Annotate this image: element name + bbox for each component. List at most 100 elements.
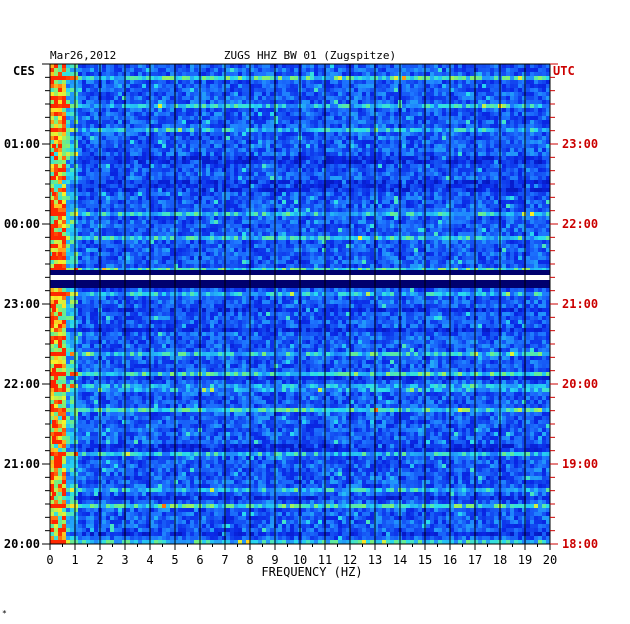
spectrogram-cell [314, 108, 319, 113]
spectrogram-cell [434, 144, 439, 149]
spectrogram-cell [522, 132, 527, 137]
spectrogram-cell [354, 148, 359, 153]
spectrogram-cell [306, 136, 311, 141]
spectrogram-cell [434, 184, 439, 189]
spectrogram-cell [422, 176, 427, 181]
spectrogram-cell [546, 132, 551, 137]
spectrogram-cell [70, 68, 75, 73]
spectrogram-cell [458, 84, 463, 89]
spectrogram-cell [406, 164, 411, 169]
spectrogram-cell [150, 84, 155, 89]
spectrogram-cell [170, 68, 175, 73]
spectrogram-cell [270, 140, 275, 145]
spectrogram-cell [78, 128, 83, 133]
spectrogram-cell [258, 120, 263, 125]
spectrogram-cell [406, 188, 411, 193]
spectrogram-cell [306, 152, 311, 157]
spectrogram-cell [210, 148, 215, 153]
spectrogram-cell [82, 116, 87, 121]
spectrogram-cell [358, 200, 363, 205]
spectrogram-cell [134, 68, 139, 73]
spectrogram-cell [162, 100, 167, 105]
spectrogram-cell [478, 160, 483, 165]
spectrogram-cell [250, 88, 255, 93]
spectrogram-cell [170, 64, 175, 69]
spectrogram-cell [258, 184, 263, 189]
spectrogram-cell [78, 196, 83, 201]
spectrogram-cell [266, 152, 271, 157]
spectrogram-cell [366, 200, 371, 205]
spectrogram-cell [218, 180, 223, 185]
spectrogram-cell [434, 164, 439, 169]
spectrogram-cell [110, 172, 115, 177]
spectrogram-cell [338, 80, 343, 85]
spectrogram-cell [54, 196, 59, 201]
spectrogram-cell [466, 176, 471, 181]
spectrogram-cell [442, 76, 447, 81]
spectrogram-cell [394, 180, 399, 185]
spectrogram-cell [490, 132, 495, 137]
spectrogram-cell [118, 120, 123, 125]
spectrogram-cell [230, 104, 235, 109]
spectrogram-cell [66, 172, 71, 177]
spectrogram-cell [526, 208, 531, 213]
spectrogram-cell [502, 136, 507, 141]
spectrogram-cell [438, 208, 443, 213]
spectrogram-cell [354, 112, 359, 117]
spectrogram-cell [346, 80, 351, 85]
spectrogram-cell [186, 100, 191, 105]
spectrogram-cell [134, 136, 139, 141]
spectrogram-cell [318, 120, 323, 125]
spectrogram-cell [86, 164, 91, 169]
spectrogram-cell [142, 88, 147, 93]
spectrogram-cell [338, 132, 343, 137]
spectrogram-cell [178, 108, 183, 113]
spectrogram-cell [126, 96, 131, 101]
spectrogram-cell [430, 96, 435, 101]
spectrogram-cell [410, 188, 415, 193]
spectrogram-cell [530, 176, 535, 181]
spectrogram-cell [270, 104, 275, 109]
spectrogram-cell [310, 172, 315, 177]
spectrogram-cell [190, 176, 195, 181]
spectrogram-cell [458, 152, 463, 157]
spectrogram-cell [306, 132, 311, 137]
spectrogram-cell [138, 76, 143, 81]
spectrogram-cell [502, 68, 507, 73]
spectrogram-cell [426, 180, 431, 185]
spectrogram-cell [466, 124, 471, 129]
spectrogram-cell [474, 100, 479, 105]
spectrogram-cell [170, 104, 175, 109]
spectrogram-cell [282, 192, 287, 197]
spectrogram-cell [514, 212, 519, 217]
spectrogram-cell [426, 192, 431, 197]
spectrogram-cell [178, 124, 183, 129]
spectrogram-cell [390, 132, 395, 137]
spectrogram-cell [430, 144, 435, 149]
spectrogram-cell [454, 116, 459, 121]
spectrogram-cell [350, 68, 355, 73]
spectrogram-cell [310, 160, 315, 165]
spectrogram-cell [326, 88, 331, 93]
spectrogram-cell [138, 72, 143, 77]
spectrogram-cell [166, 124, 171, 129]
spectrogram-cell [58, 216, 63, 221]
spectrogram-cell [382, 140, 387, 145]
spectrogram-cell [178, 152, 183, 157]
spectrogram-cell [522, 68, 527, 73]
spectrogram-cell [410, 104, 415, 109]
spectrogram-cell [278, 104, 283, 109]
spectrogram-cell [434, 80, 439, 85]
spectrogram-cell [334, 68, 339, 73]
spectrogram-cell [310, 208, 315, 213]
spectrogram-cell [66, 88, 71, 93]
spectrogram-cell [162, 204, 167, 209]
spectrogram-cell [110, 180, 115, 185]
spectrogram-cell [418, 172, 423, 177]
spectrogram-cell [282, 88, 287, 93]
spectrogram-cell [378, 176, 383, 181]
spectrogram-cell [122, 64, 127, 69]
spectrogram-cell [178, 184, 183, 189]
spectrogram-cell [162, 136, 167, 141]
spectrogram-cell [386, 80, 391, 85]
